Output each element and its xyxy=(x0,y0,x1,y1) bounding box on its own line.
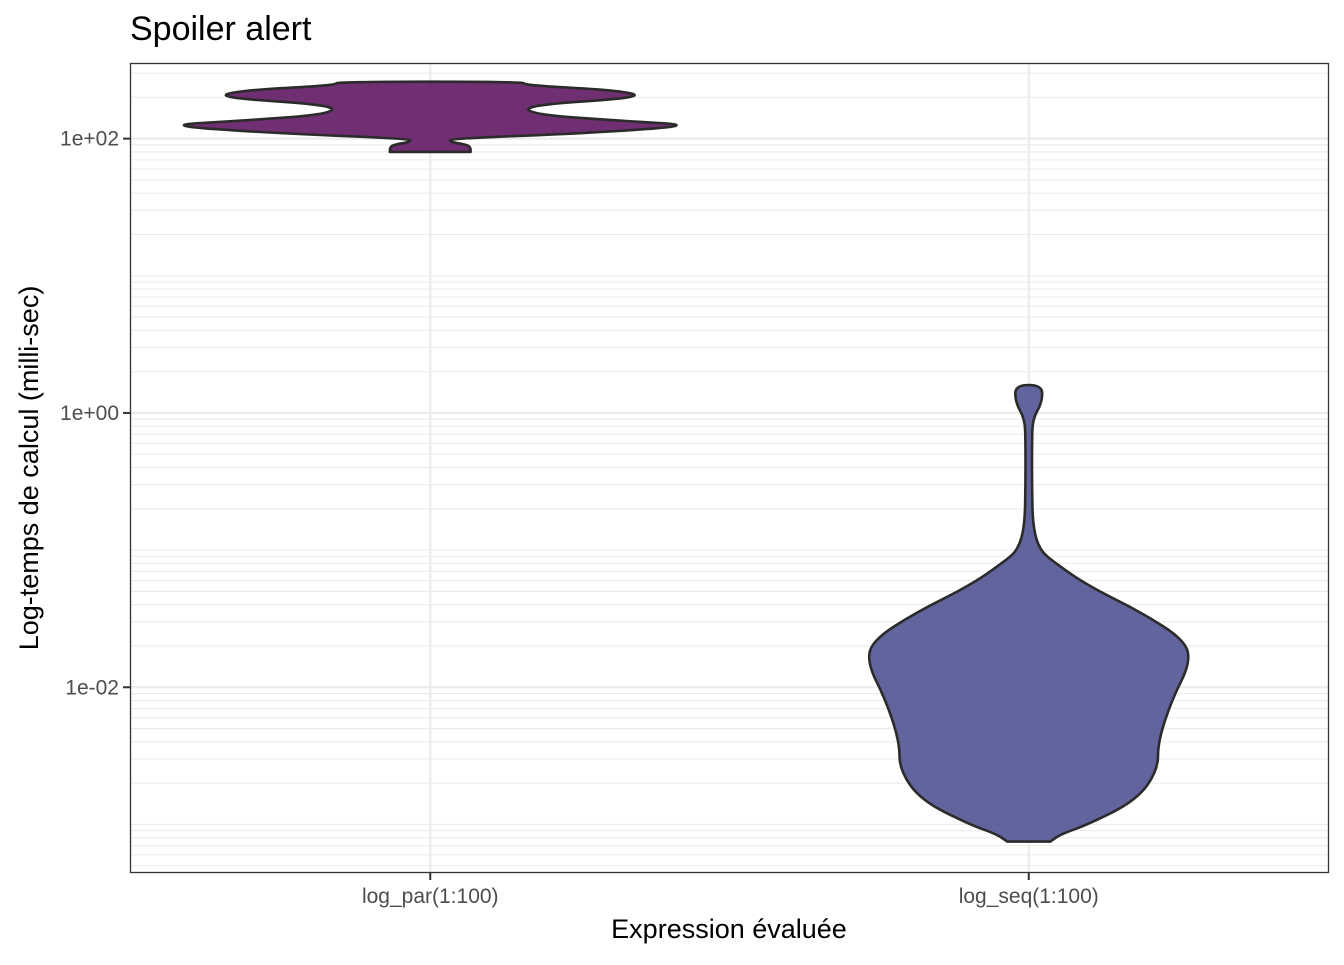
violin-log-par-1-100 xyxy=(182,80,678,154)
y-axis-ticks: 1e-02 1e+00 1e+02 xyxy=(60,128,130,699)
x-axis-ticks: log_par(1:100) log_seq(1:100) xyxy=(362,873,1099,908)
y-tick-label: 1e+00 xyxy=(60,402,119,425)
y-tick-label: 1e+02 xyxy=(60,128,119,151)
violins xyxy=(182,80,1190,843)
x-tick-label: log_seq(1:100) xyxy=(959,885,1099,908)
y-tick-label: 1e-02 xyxy=(65,676,119,699)
plot-panel-border xyxy=(129,62,1330,874)
violin-log-seq-1-100 xyxy=(867,383,1190,843)
x-tick-label: log_par(1:100) xyxy=(362,885,499,908)
chart-title: Spoiler alert xyxy=(130,10,312,48)
y-axis-title: Log-temps de calcul (milli-sec) xyxy=(14,286,44,651)
x-axis-title: Expression évaluée xyxy=(611,914,847,944)
